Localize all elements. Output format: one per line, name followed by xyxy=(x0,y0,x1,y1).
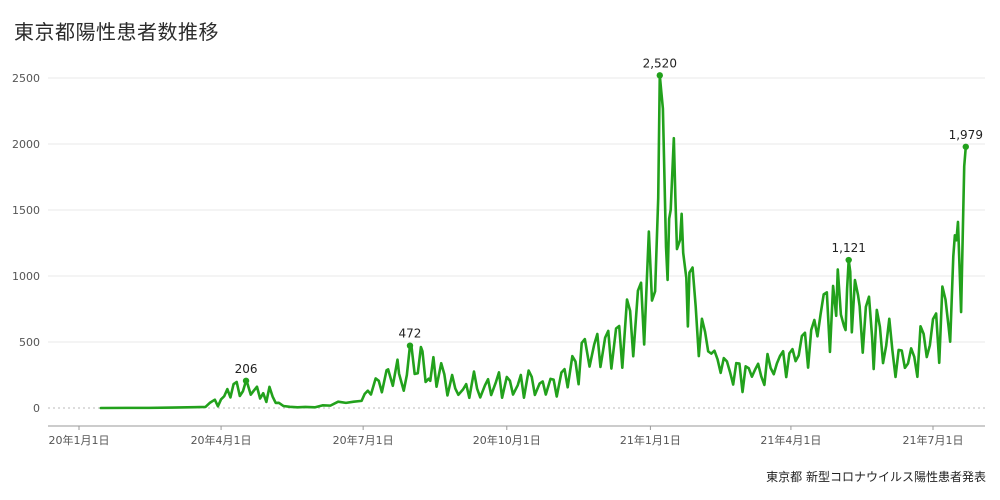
data-label: 1,121 xyxy=(832,241,866,255)
x-tick-label: 20年10月1日 xyxy=(473,433,541,447)
x-tick-label: 21年4月1日 xyxy=(760,433,821,447)
y-tick-label: 2000 xyxy=(12,138,40,151)
y-tick-label: 0 xyxy=(33,402,40,415)
x-tick-label: 21年7月1日 xyxy=(903,433,964,447)
series-line xyxy=(99,74,968,410)
annotation-point xyxy=(406,342,414,349)
y-tick-label: 500 xyxy=(19,336,40,349)
chart-title: 東京都陽性患者数推移 xyxy=(14,20,219,44)
data-label: 206 xyxy=(235,362,258,376)
y-tick-label: 2500 xyxy=(12,72,40,85)
series-layer xyxy=(99,74,968,410)
data-label: 2,520 xyxy=(643,56,677,70)
x-tick-label: 21年1月1日 xyxy=(620,433,681,447)
x-tick-label: 20年7月1日 xyxy=(333,433,394,447)
x-tick-label: 20年4月1日 xyxy=(191,433,252,447)
source-note: 東京都 新型コロナウイルス陽性患者発表 xyxy=(766,470,986,484)
annotations: 206 472 2,520 1,121 1,979 xyxy=(235,56,983,385)
y-tick-label: 1000 xyxy=(12,270,40,283)
x-axis-ticks: 20年1月1日 20年4月1日 20年7月1日 20年10月1日 21年1月1日 21年4… xyxy=(49,426,964,447)
data-label: 1,979 xyxy=(949,128,983,142)
annotation-point xyxy=(845,256,852,264)
data-label: 472 xyxy=(399,327,422,341)
annotation-point xyxy=(242,377,250,385)
y-tick-label: 1500 xyxy=(12,204,40,217)
x-tick-label: 20年1月1日 xyxy=(49,433,110,447)
annotation-point xyxy=(962,143,969,150)
annotation-point xyxy=(656,72,663,79)
y-axis-ticks: 0 500 1000 1500 2000 2500 xyxy=(12,72,40,415)
